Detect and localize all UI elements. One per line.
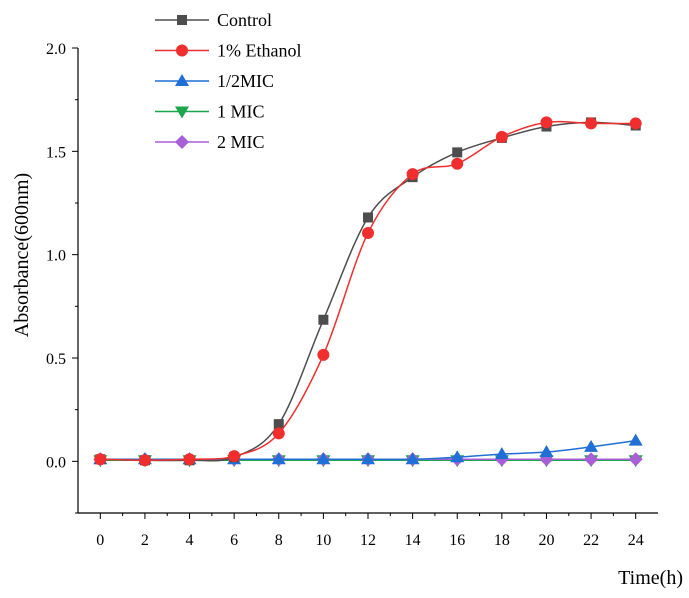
legend-marker-1-2mic [175,74,189,86]
data-point-1-2mic [494,447,509,460]
x-tick-label: 24 [628,532,644,549]
legend-item-1-2mic: 1/2MIC [155,71,274,91]
legend-item-1-mic: 1 MIC [155,102,265,122]
y-tick-label: 2.0 [46,41,66,58]
data-point-control [452,147,463,158]
data-point-1-2mic [316,452,331,465]
data-point-1-ethanol [272,427,285,440]
data-point-control [318,314,329,325]
legend: Control 1% Ethanol 1/2MIC 1 MIC 2 MIC [155,10,301,152]
data-point-1-ethanol [540,116,553,129]
legend-label-1-mic: 1 MIC [217,102,265,122]
data-point-1-2mic [628,433,643,446]
data-point-1-ethanol [629,117,642,130]
data-point-1-2mic [450,450,465,463]
data-point-1-ethanol [317,348,330,361]
x-tick-label: 16 [449,532,465,549]
x-tick-label: 2 [141,532,149,549]
series-line-1-ethanol [100,120,636,462]
y-tick-label: 1.0 [46,248,66,265]
legend-label-control: Control [217,10,272,30]
legend-item-control: Control [155,10,272,30]
data-point-1-2mic [405,452,420,465]
x-tick-label: 4 [186,532,194,549]
x-tick-label: 20 [538,532,554,549]
data-point-2-mic [628,452,643,467]
data-point-1-2mic [361,452,375,465]
data-point-1-ethanol [94,453,107,466]
data-point-1-ethanol [495,130,508,143]
legend-marker-2-mic [175,135,189,149]
x-tick-label: 14 [405,532,421,549]
legend-label-1-2mic: 1/2MIC [217,71,274,91]
x-axis-title: Time(h) [618,567,683,589]
y-tick-label: 1.5 [46,144,66,161]
series-control [95,117,641,466]
data-point-1-2mic [271,452,286,465]
y-axis-title: Absorbance(600nm) [11,173,33,337]
data-point-control [363,212,373,223]
x-tick-label: 12 [360,532,376,549]
legend-marker-1-mic [175,106,189,119]
series-line-control [100,121,636,462]
y-tick-label: 0.5 [46,351,66,368]
legend-marker-1-ethanol [176,44,188,57]
data-point-1-ethanol [585,117,598,130]
series-layer [93,116,643,468]
axis-ticks: 0 2 4 6 8 10 12 14 16 18 20 22 240.00.51.01.52.0 [46,41,644,549]
data-point-1-ethanol [138,454,151,467]
data-point-1-ethanol [406,168,419,181]
legend-label-2-mic: 2 MIC [217,132,265,152]
axes [77,48,658,514]
legend-item-1-ethanol: 1% Ethanol [155,41,301,61]
x-tick-label: 22 [583,532,599,549]
x-tick-label: 0 [96,532,104,549]
data-point-1-ethanol [362,226,374,239]
y-tick-label: 0.0 [46,454,66,471]
series-1-ethanol [94,116,642,467]
data-point-1-2mic [584,439,599,452]
legend-label-1-ethanol: 1% Ethanol [217,41,301,61]
data-point-1-2mic [539,445,554,458]
data-point-1-ethanol [228,450,241,463]
legend-item-2-mic: 2 MIC [155,132,265,152]
data-point-2-mic [584,452,599,467]
data-point-1-ethanol [451,157,464,170]
x-tick-label: 6 [230,532,238,549]
x-tick-label: 10 [315,532,331,549]
data-point-1-ethanol [183,453,196,466]
data-point-control [273,419,284,430]
x-tick-label: 18 [494,532,510,549]
x-tick-label: 8 [275,532,283,549]
legend-marker-control [177,15,187,25]
